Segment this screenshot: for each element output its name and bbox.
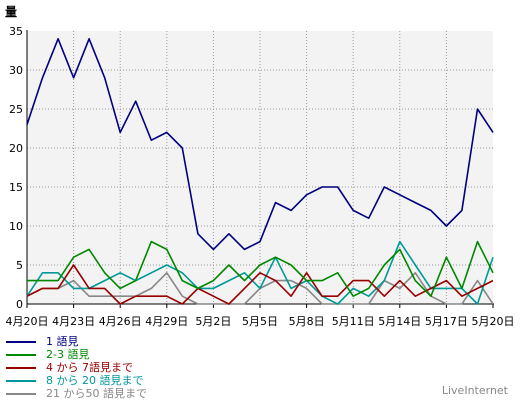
y-tick-label: 30	[9, 64, 23, 77]
legend-swatch	[6, 392, 36, 395]
legend-swatch	[6, 353, 36, 356]
x-tick-label: 5月11日	[332, 315, 375, 328]
legend-label: 8 から 20 語見まで	[46, 374, 144, 387]
legend-swatch	[6, 366, 36, 369]
y-tick-label: 20	[9, 142, 23, 155]
chart-legend: 1 語見 2-3 語見 4 から 7語見まで 8 から 20 語見まで 21 から50 …	[6, 335, 147, 400]
legend-label: 2-3 語見	[46, 348, 90, 361]
plot-area	[27, 31, 493, 304]
legend-swatch	[6, 379, 36, 382]
x-tick-label: 4月26日	[99, 315, 142, 328]
legend-label: 21 から50 語見まで	[46, 387, 147, 400]
legend-item: 2-3 語見	[6, 348, 147, 361]
x-tick-label: 5月20日	[472, 315, 515, 328]
x-tick-label: 5月5日	[242, 315, 278, 328]
x-tick-label: 4月29日	[145, 315, 188, 328]
x-tick-label: 5月8日	[289, 315, 325, 328]
y-tick-label: 25	[9, 103, 23, 116]
series-line	[26, 264, 494, 305]
legend-label: 1 語見	[46, 335, 79, 348]
x-tick-label: 5月17日	[425, 315, 468, 328]
x-tick-label: 5月14日	[378, 315, 421, 328]
y-tick-label: 0	[16, 298, 23, 311]
line-chart: 0 5 10 15 20 25 30 35 4月20日 4月23日 4月26日 4月29日 5月2日 5月…	[5, 5, 515, 328]
x-tick-label: 4月23日	[52, 315, 95, 328]
x-tick-label: 4月20日	[6, 315, 49, 328]
series-line	[26, 240, 494, 305]
x-tick-label: 5月2日	[195, 315, 231, 328]
y-tick-label: 35	[9, 25, 23, 38]
series-line	[27, 240, 494, 298]
y-axis-label: 量	[5, 5, 17, 19]
brand-label: LiveInternet	[441, 384, 508, 397]
legend-item: 1 語見	[6, 335, 147, 348]
legend-swatch	[6, 340, 36, 343]
legend-item: 21 から50 語見まで	[6, 387, 147, 400]
series-line	[26, 37, 494, 251]
legend-item: 4 から 7語見まで	[6, 361, 147, 374]
y-tick-label: 5	[16, 259, 23, 272]
legend-label: 4 から 7語見まで	[46, 361, 133, 374]
y-tick-label: 10	[9, 220, 23, 233]
y-tick-label: 15	[9, 181, 23, 194]
legend-item: 8 から 20 語見まで	[6, 374, 147, 387]
